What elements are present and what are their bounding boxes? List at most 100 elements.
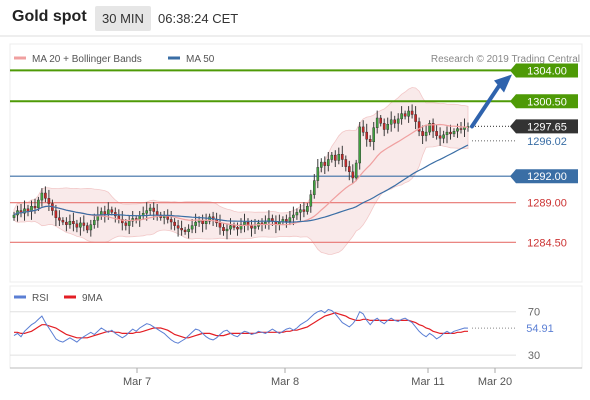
candle-body <box>302 209 306 212</box>
candle-body <box>442 134 445 139</box>
candle-body <box>187 228 190 232</box>
candle-body <box>417 121 421 132</box>
ma20-legend-label: MA 20 + Bollinger Bands <box>32 54 142 65</box>
candle-body <box>330 154 334 160</box>
rsi-ma-legend-label: 9MA <box>82 293 103 304</box>
candle-body <box>190 225 194 230</box>
candle-body <box>459 128 463 130</box>
time-tick-label: Mar 20 <box>478 376 512 388</box>
candle-body <box>361 126 365 133</box>
candle-body <box>183 229 187 232</box>
rsi-tick-label: 70 <box>528 307 540 319</box>
candle-body <box>337 153 341 161</box>
candle-body <box>225 228 229 232</box>
candle-body <box>127 220 131 226</box>
candle-body <box>72 220 75 224</box>
candle-body <box>180 227 183 231</box>
instrument-title: Gold spot <box>12 8 87 25</box>
candle-body <box>323 161 327 166</box>
candle-body <box>351 171 355 179</box>
candle-body <box>110 209 114 213</box>
candle-body <box>75 223 79 228</box>
candle-body <box>334 154 337 161</box>
candle-body <box>229 225 232 230</box>
time-tick-label: Mar 11 <box>411 376 444 388</box>
candle-body <box>253 226 257 229</box>
time-tick-label: Mar 8 <box>271 376 299 388</box>
candle-body <box>239 224 243 230</box>
candle-body <box>386 123 390 130</box>
forecast-arrow-head <box>494 74 512 93</box>
candle-body <box>428 123 431 133</box>
candle-body <box>37 199 40 209</box>
candle-body <box>285 219 288 222</box>
candle-body <box>148 207 152 211</box>
rsi-tick-label: 30 <box>528 350 540 362</box>
candle-body <box>403 113 407 117</box>
candle-body <box>452 131 456 135</box>
rsi-panel: 70 30 54.91 <box>10 307 554 362</box>
rsi-line <box>13 308 469 344</box>
header: Gold spot 30 MIN 06:38:24 CET <box>0 0 590 36</box>
candle-body <box>236 227 239 230</box>
level-label: 1297.65 <box>527 121 567 133</box>
candle-body <box>58 217 61 221</box>
candle-body <box>320 161 323 168</box>
candle-body <box>103 211 107 215</box>
timestamp: 06:38:24 CET <box>158 11 239 26</box>
level-tag <box>510 169 578 184</box>
bollinger-bands <box>13 87 469 255</box>
candle-body <box>292 214 295 218</box>
candle-body <box>106 209 110 215</box>
candle-body <box>344 159 348 167</box>
candle-body <box>295 212 299 216</box>
candle-body <box>92 220 96 225</box>
level-tag <box>510 119 578 134</box>
candle-body <box>40 192 44 201</box>
bollinger-band-area <box>13 87 469 255</box>
research-credit: Research © 2019 Trading Central <box>431 54 580 65</box>
candle-body <box>33 205 37 209</box>
candle-body <box>194 221 197 226</box>
level-label: 1296.02 <box>527 136 567 148</box>
candle-body <box>372 127 376 142</box>
candle-body <box>68 220 72 225</box>
time-axis: Mar 7 Mar 8 Mar 11 Mar 20 <box>123 368 512 388</box>
candle-body <box>145 210 149 214</box>
candle-body <box>89 224 93 231</box>
candle-body <box>250 225 253 229</box>
candle-body <box>431 123 435 132</box>
candle-body <box>327 159 330 166</box>
price-levels: 1304.00 1300.50 1297.65 1296.02 1292.00 1289.… <box>10 63 578 249</box>
timeframe-badge[interactable]: 30 MIN <box>95 6 151 31</box>
candle-body <box>400 113 403 120</box>
level-label: 1292.00 <box>527 171 567 183</box>
candle-body <box>421 131 424 136</box>
candle-body <box>299 209 302 213</box>
level-label: 1300.50 <box>527 96 567 108</box>
candle-body <box>85 225 89 231</box>
candle-body <box>382 123 386 130</box>
candle-body <box>288 217 292 222</box>
candle-body <box>222 227 225 232</box>
candle-body <box>173 221 176 226</box>
price-legend: MA 20 + Bollinger Bands MA 50 Research ©… <box>14 54 580 65</box>
level-label: 1289.00 <box>527 198 567 210</box>
candle-body <box>445 131 449 135</box>
moving-averages <box>13 123 469 227</box>
candle-body <box>124 222 128 226</box>
candle-body <box>424 131 428 136</box>
candle-body <box>341 153 344 160</box>
candle-body <box>82 222 86 226</box>
candle-body <box>410 110 414 115</box>
candle-body <box>389 119 393 125</box>
price-panel-frame <box>9 43 583 283</box>
candle-body <box>316 167 320 181</box>
candle-body <box>65 221 68 225</box>
candle-body <box>313 180 316 195</box>
candle-body <box>204 220 208 224</box>
candle-body <box>438 135 442 139</box>
candle-body <box>396 118 400 124</box>
candle-body <box>47 198 51 204</box>
candle-body <box>232 225 236 228</box>
